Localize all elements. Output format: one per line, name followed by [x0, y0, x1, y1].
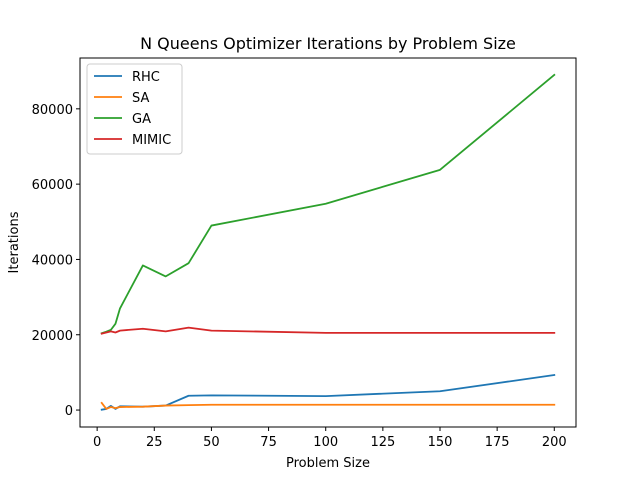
legend-label-mimic: MIMIC [132, 133, 171, 148]
legend-label-sa: SA [132, 91, 149, 106]
x-tick-label: 150 [428, 435, 453, 450]
series-lines [100, 73, 556, 411]
x-axis-ticks: 0 25 50 75 100 125 150 175 200 [93, 427, 567, 450]
x-tick-label: 175 [485, 435, 510, 450]
x-axis-label: Problem Size [286, 456, 370, 471]
x-tick-label: 200 [542, 435, 567, 450]
x-tick-label: 50 [203, 435, 220, 450]
y-axis-ticks: 0 20000 40000 60000 80000 [32, 103, 80, 419]
x-tick-label: 125 [370, 435, 395, 450]
y-tick-label: 60000 [32, 178, 73, 193]
y-tick-label: 20000 [32, 329, 73, 344]
plot-frame [79, 57, 577, 428]
x-tick-label: 25 [146, 435, 163, 450]
legend-label-rhc: RHC [132, 70, 160, 85]
y-tick-label: 0 [65, 404, 73, 419]
y-axis-label: Iterations [7, 211, 22, 273]
legend-box [86, 63, 183, 155]
x-tick-label: 0 [93, 435, 101, 450]
legend-label-ga: GA [132, 112, 151, 127]
series-line-mimic [100, 326, 556, 335]
x-tick-label: 75 [260, 435, 277, 450]
chart-title: N Queens Optimizer Iterations by Problem… [140, 34, 516, 53]
y-tick-label: 40000 [32, 253, 73, 268]
y-tick-label: 80000 [32, 103, 73, 118]
series-line-sa [100, 401, 556, 410]
series-line-ga [100, 73, 556, 335]
x-tick-label: 100 [313, 435, 338, 450]
legend: RHC SA GA MIMIC [86, 63, 183, 155]
